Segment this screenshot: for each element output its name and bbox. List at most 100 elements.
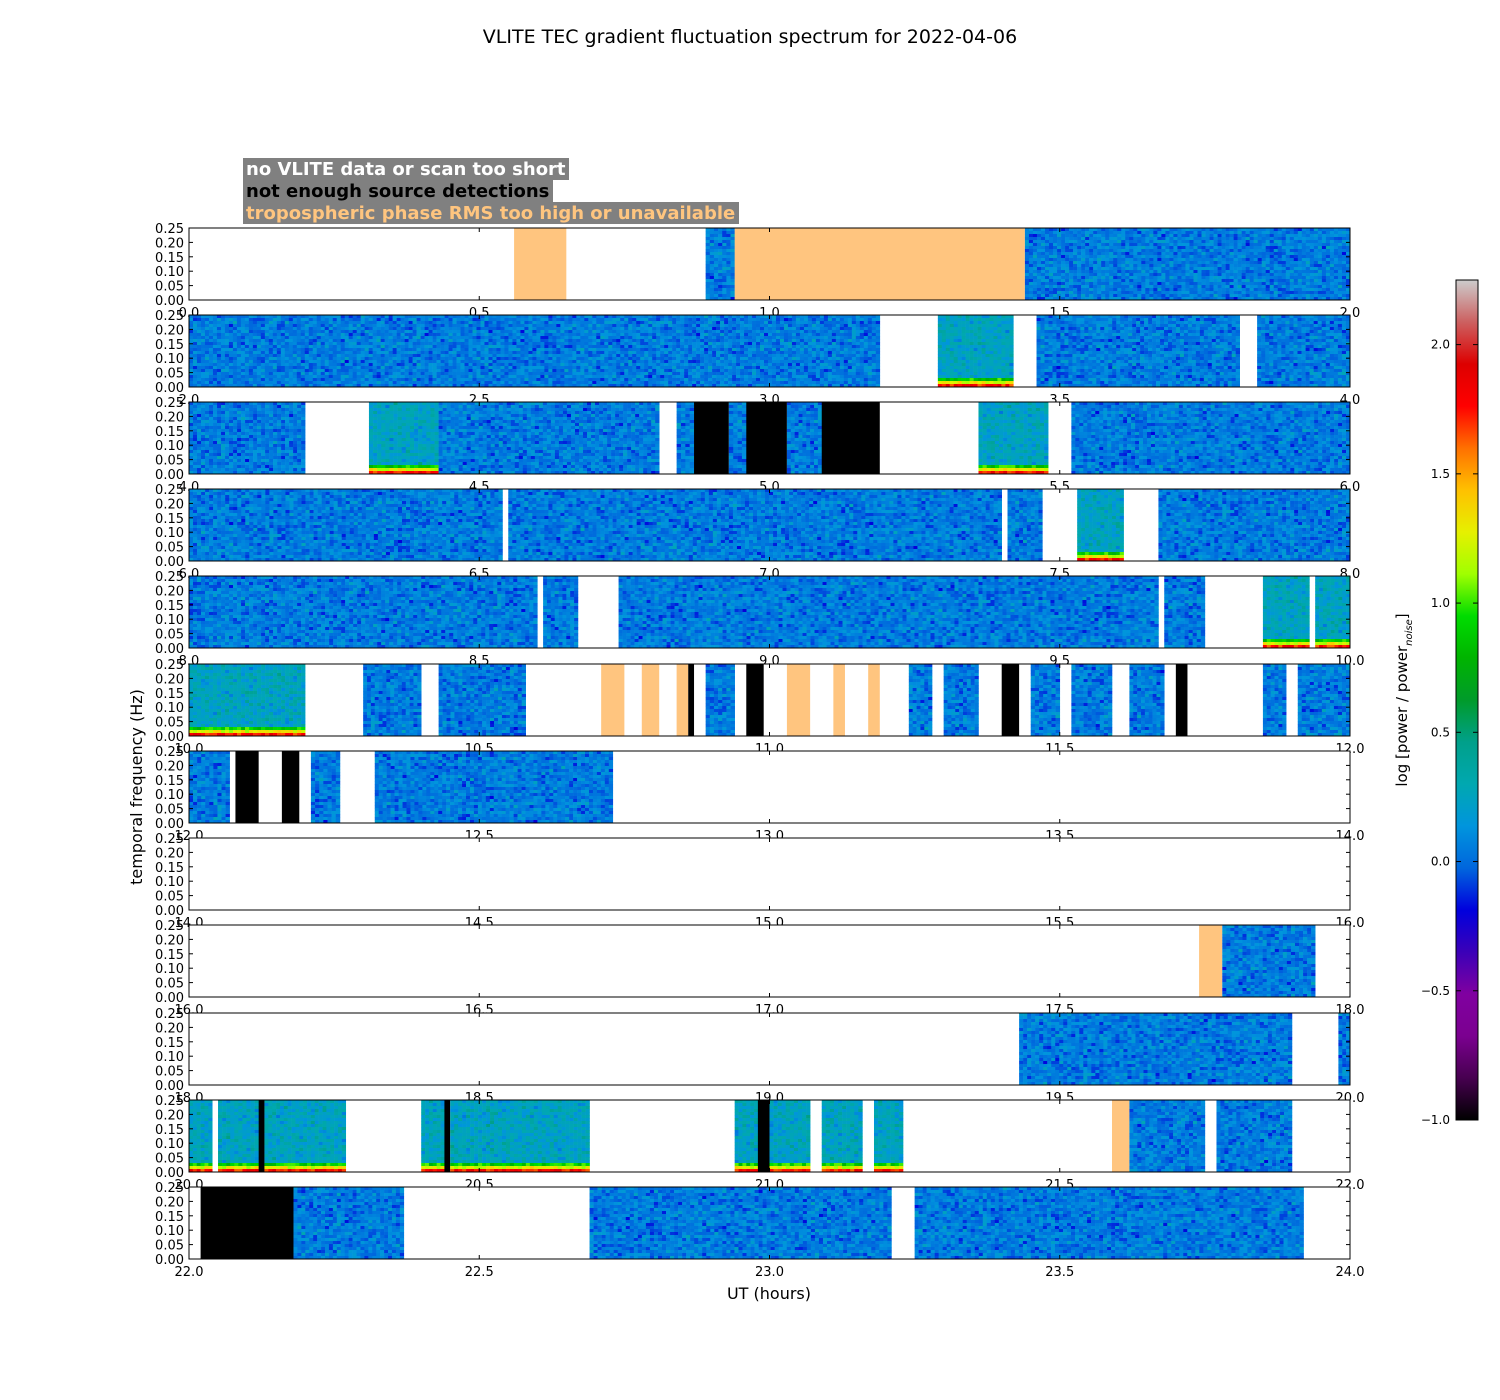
spectrum-cell: [460, 327, 465, 331]
spectrum-cell: [1197, 285, 1202, 289]
spectrum-cell: [1173, 231, 1178, 235]
spectrum-cell: [189, 372, 194, 376]
spectrum-cell: [1221, 270, 1226, 274]
spectrum-cell: [1265, 237, 1271, 241]
spectrum-cell: [1333, 282, 1339, 286]
spectrum-cell: [1205, 276, 1210, 280]
spectrum-cell: [1129, 264, 1134, 268]
spectrum-cell: [524, 366, 529, 370]
spectrum-cell: [484, 363, 489, 367]
spectrum-cell: [1073, 282, 1078, 286]
spectrum-cell: [1133, 294, 1138, 298]
spectrum-cell: [1277, 279, 1283, 283]
spectrum-cell: [416, 324, 421, 328]
spectrum-cell: [1137, 258, 1142, 262]
spectrum-cell: [1285, 294, 1291, 298]
spectrum-cell: [1133, 267, 1138, 271]
spectrum-cell: [396, 381, 401, 385]
spectrum-cell: [1157, 267, 1162, 271]
spectrum-cell: [220, 375, 226, 379]
spectrum-cell: [336, 333, 342, 337]
spectrum-cell: [308, 345, 314, 349]
spectrum-cell: [432, 384, 437, 388]
spectrum-cell: [544, 327, 549, 331]
spectrum-cell: [1161, 240, 1166, 244]
spectrum-cell: [1281, 234, 1287, 238]
spectrum-cell: [572, 324, 577, 328]
spectrum-cell: [713, 294, 719, 298]
spectrum-cell: [1241, 288, 1246, 292]
spectrum-cell: [1321, 234, 1327, 238]
spectrum-cell: [204, 351, 210, 355]
spectrum-cell: [252, 318, 258, 322]
spectrum-cell: [372, 336, 377, 340]
spectrum-cell: [252, 357, 258, 361]
spectrum-cell: [1261, 264, 1267, 268]
spectrum-cell: [372, 318, 377, 322]
spectrum-cell: [512, 375, 517, 379]
spectrum-cell: [1273, 240, 1279, 244]
spectrum-cell: [276, 336, 282, 340]
spectrum-cell: [1097, 246, 1102, 250]
spectrum-cell: [1337, 282, 1343, 286]
spectrum-cell: [344, 378, 350, 382]
spectrum-cell: [344, 330, 350, 334]
spectrum-cell: [352, 354, 357, 358]
spectrum-cell: [516, 336, 521, 340]
spectrum-cell: [709, 231, 715, 235]
spectrum-cell: [648, 327, 653, 331]
spectrum-cell: [404, 321, 409, 325]
spectrum-cell: [1024, 276, 1030, 280]
spectrum-cell: [1269, 294, 1275, 298]
spectrum-cell: [448, 327, 453, 331]
spectrum-cell: [552, 321, 557, 325]
spectrum-cell: [388, 357, 393, 361]
spectrum-cell: [1185, 246, 1190, 250]
spectrum-cell: [624, 348, 629, 352]
spectrum-cell: [1269, 270, 1275, 274]
spectrum-cell: [1297, 246, 1303, 250]
spectrum-cell: [1181, 273, 1186, 277]
spectrum-cell: [1345, 273, 1351, 277]
spectrum-cell: [718, 231, 723, 235]
spectrum-cell: [216, 384, 222, 388]
spectrum-cell: [344, 351, 350, 355]
spectrum-cell: [488, 366, 493, 370]
spectrum-cell: [320, 357, 326, 361]
spectrum-cell: [228, 372, 234, 376]
spectrum-cell: [1277, 294, 1283, 298]
spectrum-cell: [376, 333, 381, 337]
spectrum-cell: [1165, 234, 1170, 238]
spectrum-cell: [1225, 258, 1230, 262]
spectrum-cell: [320, 330, 326, 334]
spectrum-cell: [244, 318, 250, 322]
spectrum-cell: [588, 327, 593, 331]
spectrum-cell: [1193, 288, 1198, 292]
spectrum-cell: [532, 315, 537, 319]
spectrum-cell: [556, 351, 561, 355]
spectrum-cell: [726, 285, 731, 289]
spectrum-cell: [1081, 267, 1086, 271]
spectrum-cell: [376, 360, 381, 364]
spectrum-cell: [1169, 231, 1174, 235]
spectrum-cell: [1249, 270, 1254, 274]
spectrum-cell: [608, 381, 613, 385]
spectrum-cell: [420, 345, 425, 349]
spectrum-cell: [1129, 252, 1134, 256]
spectrum-cell: [644, 351, 649, 355]
spectrum-cell: [296, 342, 302, 346]
spectrum-cell: [1057, 228, 1062, 232]
spectrum-cell: [504, 375, 509, 379]
spectrum-cell: [412, 378, 417, 382]
spectrum-cell: [548, 372, 553, 376]
spectrum-cell: [1253, 237, 1258, 241]
spectrum-cell: [1113, 246, 1118, 250]
spectrum-cell: [440, 369, 445, 373]
spectrum-cell: [1213, 267, 1218, 271]
spectrum-cell: [1085, 237, 1090, 241]
spectrum-cell: [713, 246, 719, 250]
spectrum-cell: [392, 354, 397, 358]
spectrum-cell: [320, 354, 326, 358]
spectrum-cell: [1069, 246, 1074, 250]
spectrum-cell: [1177, 255, 1182, 259]
